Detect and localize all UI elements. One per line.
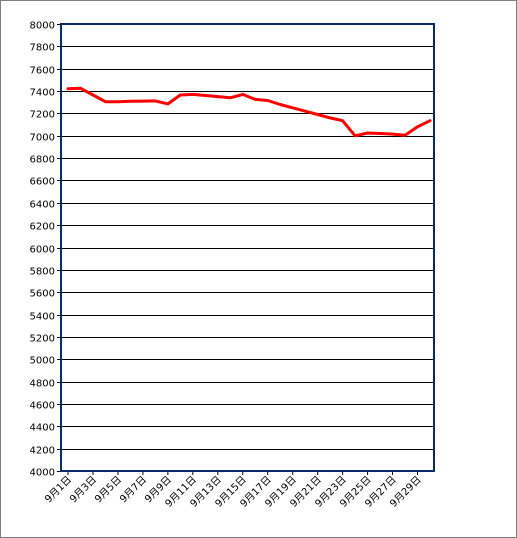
y-tick-label: 5600: [30, 289, 55, 300]
data-point: [204, 94, 207, 97]
data-point: [279, 103, 282, 106]
y-tick-label: 7200: [30, 110, 55, 121]
data-point: [241, 93, 244, 96]
data-point: [291, 106, 294, 110]
data-point: [91, 93, 95, 97]
y-tick-label: 6200: [30, 222, 55, 233]
data-point: [129, 100, 132, 103]
y-tick-label: 5400: [30, 312, 55, 323]
data-point: [428, 119, 432, 122]
data-point: [229, 96, 232, 100]
y-tick-label: 4400: [30, 423, 55, 434]
y-tick-label: 4200: [30, 446, 55, 457]
y-tick-label: 6800: [30, 155, 55, 166]
y-tick-label: 5200: [30, 334, 55, 345]
y-tick-label: 5800: [30, 267, 55, 278]
series-layer: [66, 86, 432, 138]
data-point: [79, 87, 82, 90]
y-tick-label: 7600: [30, 66, 55, 77]
data-point: [366, 131, 369, 135]
data-point: [378, 132, 382, 135]
data-point: [304, 110, 307, 113]
plot-area-frame: [60, 23, 435, 472]
data-point: [179, 93, 182, 97]
y-tick-label: 6600: [30, 177, 55, 188]
y-axis-ticks: 4000 4200 4400 4600 4800 5000 5200 5400 5600 5800…: [30, 21, 61, 479]
data-point: [216, 95, 219, 98]
data-point: [104, 100, 107, 103]
y-tick-label: 7400: [30, 88, 55, 99]
y-tick-label: 6000: [30, 245, 55, 256]
y-tick-label: 7800: [30, 43, 55, 54]
grid-lines: [61, 46, 434, 450]
data-point: [166, 102, 170, 106]
y-tick-label: 8000: [30, 21, 55, 32]
data-point: [316, 113, 319, 116]
data-point: [391, 132, 394, 136]
data-point: [328, 116, 332, 120]
y-tick-label: 4000: [30, 468, 55, 479]
y-tick-label: 6400: [30, 200, 55, 211]
y-tick-label: 7000: [30, 133, 55, 144]
data-point: [353, 134, 357, 137]
data-point: [154, 99, 157, 103]
y-tick-label: 4600: [30, 401, 55, 412]
data-point: [416, 125, 419, 128]
series-line: [66, 86, 432, 138]
data-point: [66, 87, 70, 91]
data-point: [191, 93, 194, 96]
y-tick-label: 4800: [30, 379, 55, 390]
data-point: [266, 99, 269, 102]
y-tick-label: 5000: [30, 356, 55, 367]
data-point: [341, 119, 344, 122]
data-point: [141, 99, 145, 103]
data-point: [116, 100, 120, 103]
data-point: [403, 134, 407, 137]
data-point: [254, 98, 257, 101]
